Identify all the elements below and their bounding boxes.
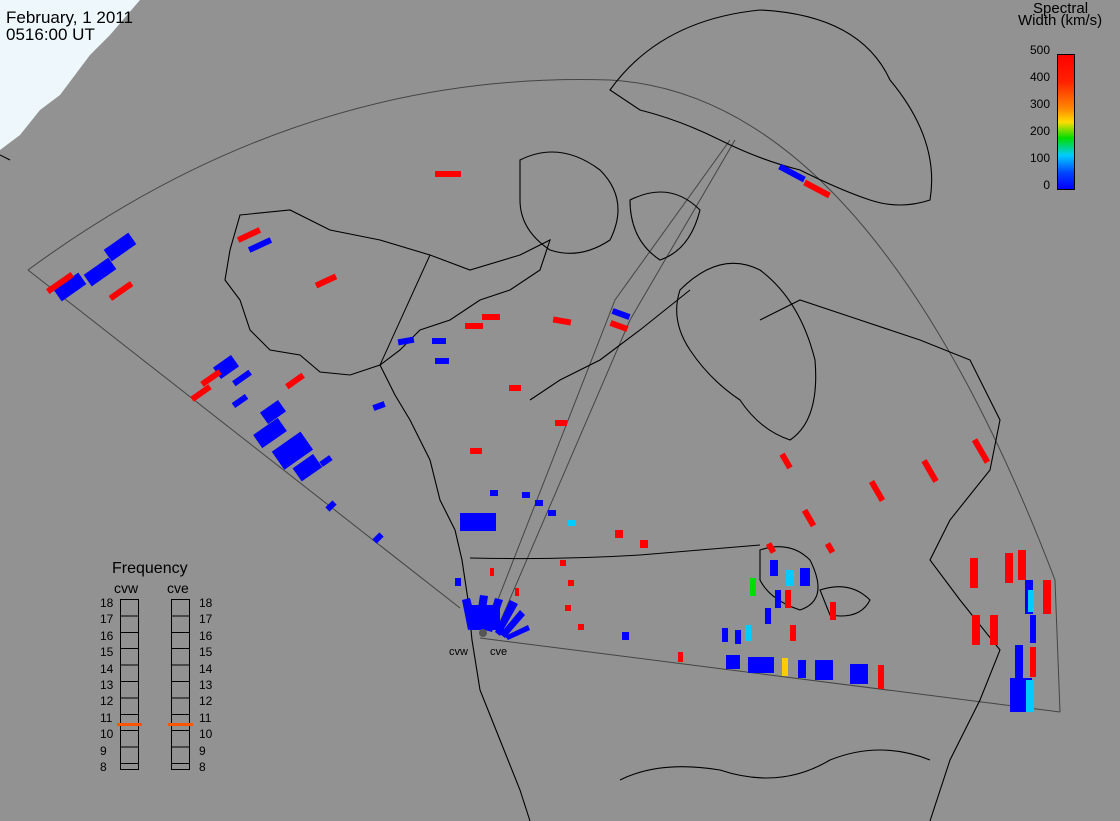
frequency-cve-marker	[168, 723, 193, 726]
hudson-bay	[676, 262, 817, 441]
radar-echoes	[45, 163, 1051, 712]
radar-site-marker	[479, 629, 487, 637]
date-label: February, 1 2011	[6, 8, 133, 27]
colorbar-tick: 0	[1043, 178, 1050, 192]
radar-label-cvw: cvw	[449, 646, 468, 658]
frequency-tick-left: 18	[100, 596, 114, 610]
frequency-tick-left: 17	[100, 612, 114, 627]
frequency-tick-right: 9	[199, 743, 206, 758]
colorbar-tick: 500	[1029, 43, 1050, 57]
frequency-tick-right: 14	[199, 661, 213, 676]
gulf-mexico	[619, 749, 931, 781]
frequency-cvw-column	[120, 599, 139, 770]
frequency-tick-left: 13	[100, 678, 114, 692]
frequency-tick-right: 8	[199, 760, 206, 774]
colorbar-title-line1: Spectral	[1033, 0, 1089, 17]
frequency-tick-left: 9	[100, 743, 107, 758]
great-lakes	[759, 546, 871, 617]
hudson-strait	[529, 289, 691, 401]
labrador-coast	[759, 299, 1001, 821]
pacific-coast	[379, 364, 531, 821]
frequency-tick-right: 17	[199, 612, 213, 627]
alaska-canada-border	[379, 254, 431, 366]
frequency-tick-left: 16	[100, 628, 114, 643]
frequency-cve-label: cve	[167, 580, 189, 596]
frequency-cve-column	[171, 599, 190, 770]
fov-west-edge	[27, 269, 461, 609]
frequency-tick-right: 11	[199, 710, 212, 725]
arctic-islands	[519, 151, 619, 254]
colorbar-title-line2: Width (km/s)	[1018, 12, 1103, 29]
frequency-tick-right: 10	[199, 727, 213, 742]
time-label: 0516:00 UT	[6, 25, 95, 44]
frequency-tick-right: 15	[199, 645, 213, 660]
us-canada-border	[469, 544, 761, 560]
frequency-tick-right: 12	[199, 694, 213, 709]
frequency-title: Frequency	[112, 560, 188, 577]
radar-label-cve: cve	[490, 646, 508, 658]
frequency-cvw-marker	[117, 723, 142, 726]
greenland	[609, 9, 933, 206]
fov-east-edge	[1054, 579, 1061, 713]
fov-south-edge	[479, 637, 1061, 713]
polar-ice-region	[0, 0, 140, 150]
fov-center-line-2	[499, 139, 736, 623]
colorbar	[1057, 54, 1075, 190]
colorbar-tick: 200	[1029, 124, 1050, 138]
field-of-view	[27, 79, 1061, 713]
coastlines	[224, 9, 1001, 821]
alaska-coast	[224, 209, 551, 376]
frequency-tick-left: 15	[100, 645, 114, 660]
fov-center-line-1	[489, 139, 731, 621]
polar-ice-edge	[0, 154, 11, 161]
arctic-islands-2	[629, 191, 701, 261]
frequency-tick-right: 16	[199, 628, 213, 643]
frequency-tick-left: 8	[100, 760, 107, 774]
frequency-tick-right: 13	[199, 678, 213, 692]
frequency-tick-left: 14	[100, 661, 114, 676]
colorbar-tick: 100	[1029, 151, 1050, 165]
fov-outer-arc	[27, 79, 1056, 581]
colorbar-tick: 400	[1029, 70, 1050, 84]
frequency-tick-right: 18	[199, 596, 213, 610]
frequency-cvw-label: cvw	[114, 580, 139, 596]
colorbar-tick: 300	[1029, 97, 1050, 111]
frequency-tick-left: 12	[100, 694, 114, 709]
frequency-tick-left: 11	[100, 710, 113, 725]
borders	[379, 254, 761, 560]
frequency-tick-left: 10	[100, 727, 114, 742]
